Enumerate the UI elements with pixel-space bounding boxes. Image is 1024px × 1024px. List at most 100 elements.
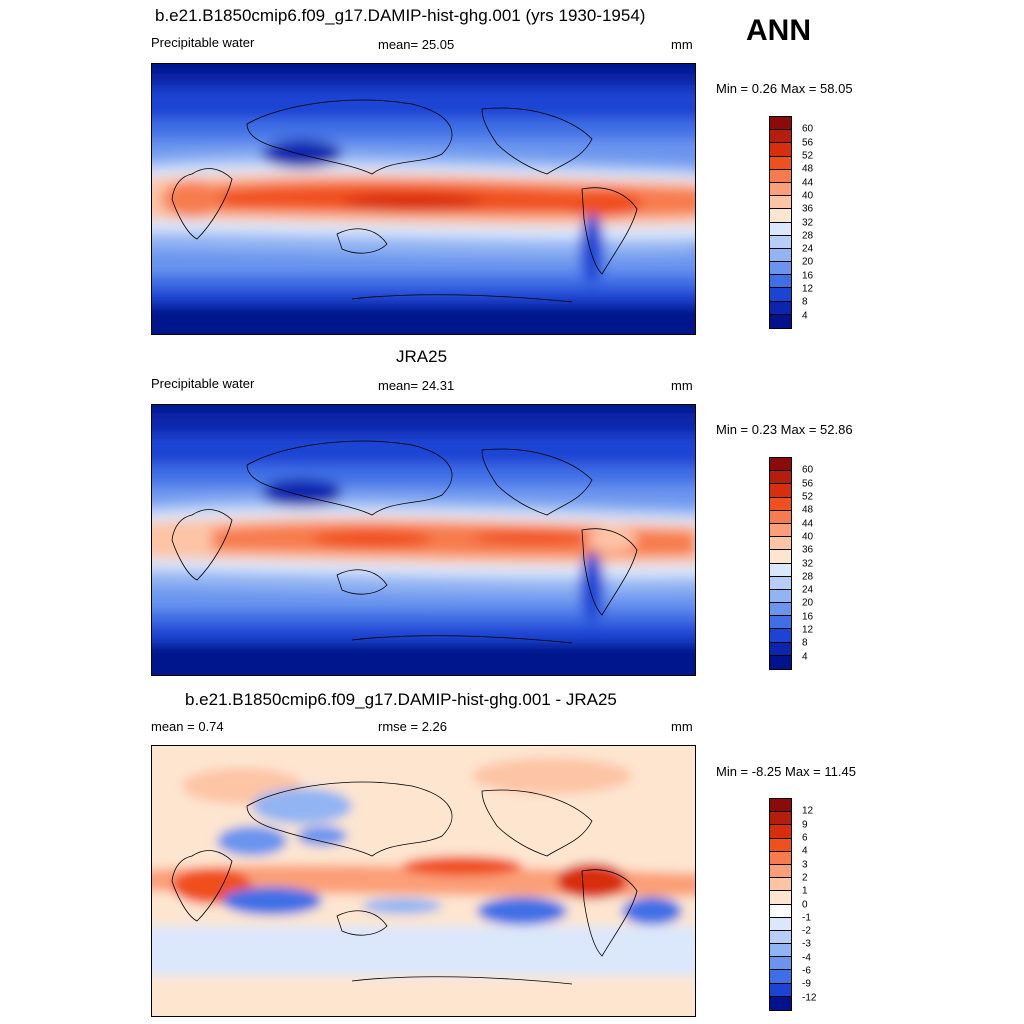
colorbar-swatch bbox=[770, 629, 791, 643]
colorbar-swatch bbox=[770, 799, 791, 813]
colorbar-tick-label: 60 bbox=[802, 464, 814, 476]
colorbar-tick-label: 56 bbox=[802, 137, 814, 149]
coastlines bbox=[171, 781, 638, 985]
colorbar-tick-label: -6 bbox=[802, 965, 811, 977]
colorbar-swatch bbox=[770, 983, 791, 997]
units-label: mm bbox=[671, 37, 693, 52]
colorbar-tick-label: 12 bbox=[802, 805, 814, 817]
colorbar-tick-label: 3 bbox=[802, 859, 808, 871]
colorbar-tick-label: 12 bbox=[802, 624, 814, 636]
colorbar-swatch bbox=[770, 589, 791, 604]
colorbar-swatch bbox=[770, 275, 791, 289]
colorbar-tick-label: 6 bbox=[802, 832, 808, 844]
map-obs bbox=[151, 404, 696, 676]
colorbar-diff bbox=[769, 798, 792, 1011]
colorbar-tick-label: 4 bbox=[802, 845, 808, 857]
colorbar-tick-label: 60 bbox=[802, 123, 814, 135]
colorbar-swatch bbox=[770, 523, 791, 538]
colorbar-tick-label: 32 bbox=[802, 217, 814, 228]
colorbar-tick-label: 56 bbox=[802, 478, 814, 490]
colorbar-swatch bbox=[770, 458, 791, 472]
panel-title: b.e21.B1850cmip6.f09_g17.DAMIP-hist-ghg.… bbox=[185, 690, 617, 709]
colorbar-swatch bbox=[770, 864, 791, 879]
colorbar-swatch bbox=[770, 209, 791, 223]
colorbar-swatch bbox=[770, 891, 791, 905]
colorbar-swatch bbox=[770, 812, 791, 826]
colorbar-obs bbox=[769, 457, 792, 670]
colorbar-tick-label: 24 bbox=[802, 584, 814, 596]
colorbar-tick-label: -3 bbox=[802, 938, 811, 950]
colorbar-swatch bbox=[770, 878, 791, 892]
colorbar-swatch bbox=[770, 471, 791, 485]
colorbar-swatch bbox=[770, 642, 791, 656]
colorbar-tick-label: -12 bbox=[802, 992, 817, 1004]
colorbar-tick-label: 8 bbox=[802, 637, 808, 649]
colorbar-swatch bbox=[770, 182, 791, 197]
colorbar-swatch bbox=[770, 904, 791, 918]
minmax-label: Min = -8.25 Max = 11.45 bbox=[716, 764, 856, 779]
colorbar-swatch bbox=[770, 235, 791, 249]
colorbar-swatch bbox=[770, 196, 791, 210]
panel-title: JRA25 bbox=[396, 347, 448, 366]
colorbar-tick-label: 8 bbox=[802, 296, 808, 308]
colorbar-tick-label: 1 bbox=[802, 885, 808, 897]
map-model bbox=[151, 63, 696, 335]
colorbar-swatch bbox=[770, 930, 791, 945]
colorbar-tick-label: 36 bbox=[802, 544, 814, 556]
colorbar-swatch bbox=[770, 262, 791, 276]
colorbar-tick-label: 48 bbox=[802, 163, 814, 175]
colorbar-swatch bbox=[770, 550, 791, 564]
colorbar-swatch bbox=[770, 169, 791, 183]
colorbar-swatch bbox=[770, 537, 791, 551]
colorbar-tick-label: 4 bbox=[802, 651, 808, 663]
colorbar-swatch bbox=[770, 851, 791, 865]
colorbar-swatch bbox=[770, 576, 791, 590]
colorbar-tick-label: 4 bbox=[802, 310, 808, 322]
minmax-label: Min = 0.23 Max = 52.86 bbox=[716, 422, 853, 437]
season-label: ANN bbox=[746, 14, 811, 47]
colorbar-tick-label: -2 bbox=[802, 925, 811, 937]
colorbar-swatch bbox=[770, 563, 791, 577]
colorbar-swatch bbox=[770, 825, 791, 839]
colorbar-swatch bbox=[770, 117, 791, 131]
colorbar-swatch bbox=[770, 484, 791, 498]
mean-label: mean= 24.31 bbox=[378, 378, 455, 393]
colorbar-tick-label: 44 bbox=[802, 177, 814, 189]
colorbar-tick-label: 2 bbox=[802, 872, 808, 884]
colorbar-swatch bbox=[770, 970, 791, 984]
colorbar-tick-label: 28 bbox=[802, 230, 814, 242]
map-svg-diff bbox=[152, 746, 695, 1016]
variable-label: Precipitable water bbox=[151, 376, 255, 391]
colorbar-swatch bbox=[770, 510, 791, 524]
colorbar-swatch bbox=[770, 603, 791, 617]
colorbar-tick-label: 9 bbox=[802, 819, 808, 831]
colorbar-tick-label: 48 bbox=[802, 504, 814, 516]
colorbar-tick-label: 44 bbox=[802, 518, 814, 530]
colorbar-swatch bbox=[770, 616, 791, 630]
colorbar-tick-label: 16 bbox=[802, 611, 814, 623]
colorbar-tick-label: -4 bbox=[802, 952, 811, 964]
colorbar-swatch bbox=[770, 944, 791, 958]
colorbar-tick-label: 36 bbox=[802, 203, 814, 215]
colorbar-tick-label: -1 bbox=[802, 912, 811, 924]
colorbar-tick-label: 40 bbox=[802, 531, 814, 543]
colorbar-tick-label: -9 bbox=[802, 978, 811, 990]
rmse-label: rmse = 2.26 bbox=[378, 719, 448, 734]
colorbar-tick-label: 20 bbox=[802, 256, 814, 268]
colorbar-swatch bbox=[770, 838, 791, 852]
colorbar-tick-label: 16 bbox=[802, 270, 814, 282]
units-label: mm bbox=[671, 378, 693, 393]
colorbar-swatch bbox=[770, 917, 791, 931]
colorbar-tick-label: 52 bbox=[802, 150, 814, 162]
colorbar-swatch bbox=[770, 248, 791, 263]
map-svg-model bbox=[152, 64, 695, 334]
colorbar-swatch bbox=[770, 143, 791, 157]
colorbar-swatch bbox=[770, 314, 791, 328]
colorbar-swatch bbox=[770, 996, 791, 1010]
colorbar-tick-label: 24 bbox=[802, 243, 814, 255]
colorbar-swatch bbox=[770, 288, 791, 302]
colorbar-swatch bbox=[770, 301, 791, 315]
colorbar-swatch bbox=[770, 222, 791, 236]
colorbar-tick-label: 20 bbox=[802, 597, 814, 609]
panel-title: b.e21.B1850cmip6.f09_g17.DAMIP-hist-ghg.… bbox=[155, 6, 646, 25]
